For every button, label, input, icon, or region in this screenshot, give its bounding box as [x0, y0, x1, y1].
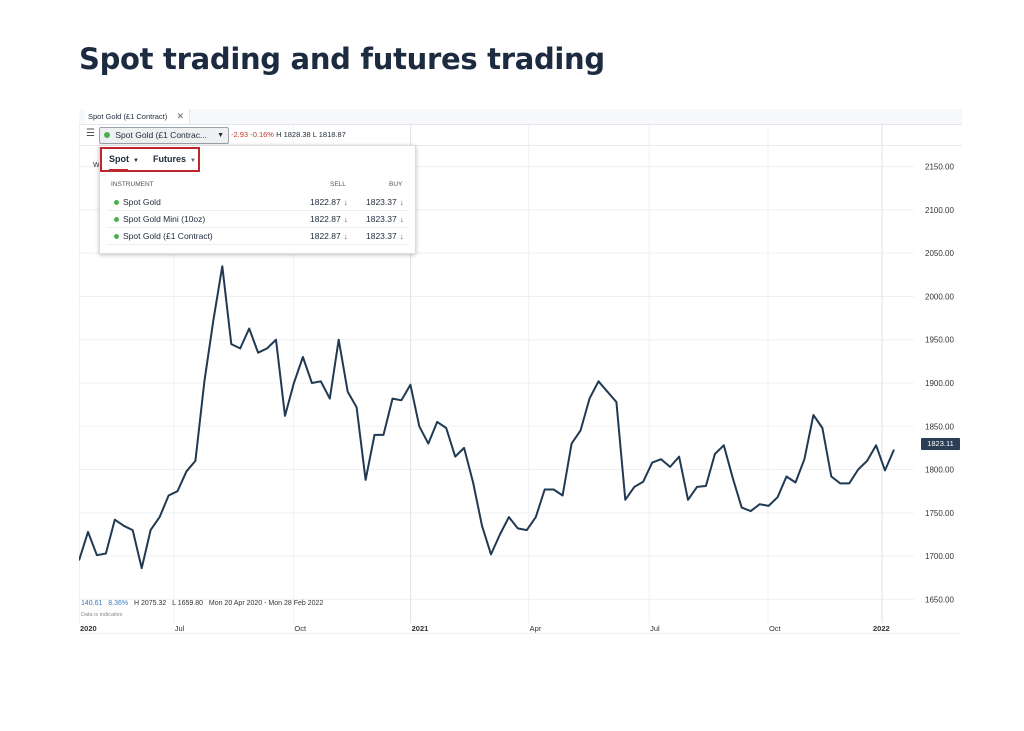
day-high: H 1828.38 — [276, 130, 311, 139]
buy-price: 1823.37 ↓ — [366, 231, 404, 241]
down-arrow-icon: ↓ — [399, 198, 404, 207]
x-tick-label: 2021 — [412, 624, 429, 633]
chart-toolbar: ☰ Spot Gold (£1 Contrac... ▼ -2.93 -0.16… — [79, 125, 962, 146]
instrument-name: Spot Gold (£1 Contract) — [123, 231, 213, 241]
trading-chart-app: 2150.00 2100.00 2050.00 2000.00 1950.00 1900.… — [79, 109, 962, 634]
range-high: H 2075.32 — [133, 600, 167, 607]
y-tick-label: 1900.00 — [925, 379, 954, 388]
instrument-selector-label: Spot Gold (£1 Contrac... — [115, 130, 208, 140]
chart-tab[interactable]: Spot Gold (£1 Contract) ✕ — [85, 109, 191, 124]
y-tick-label: 2100.00 — [925, 206, 954, 215]
instrument-dropdown: Spot ▼ Futures ▼ INSTRUMENT SELL BUY Spot … — [99, 145, 416, 254]
x-tick-label: Oct — [294, 624, 307, 633]
market-open-dot-icon — [114, 200, 119, 205]
sell-price: 1822.87 ↓ — [310, 231, 348, 241]
range-low: L 1659.80 — [172, 600, 204, 607]
market-open-dot-icon — [114, 217, 119, 222]
instrument-row-spot-gold[interactable]: Spot Gold 1822.87 ↓ 1823.37 ↓ — [108, 194, 408, 211]
y-tick-label: 1950.00 — [925, 336, 954, 345]
chart-tab-bar: Spot Gold (£1 Contract) ✕ — [79, 109, 962, 125]
instrument-row-spot-gold-mini[interactable]: Spot Gold Mini (10oz) 1822.87 ↓ 1823.37 ↓ — [108, 211, 408, 228]
sell-header: SELL — [330, 181, 346, 188]
last-price-badge: 1823.11 — [921, 438, 960, 450]
y-tick-label: 2050.00 — [925, 249, 954, 258]
buy-header: BUY — [389, 181, 403, 188]
range-change: 140.61 — [81, 600, 103, 607]
caret-down-icon: ▼ — [217, 132, 224, 139]
quote-summary: -2.93 -0.16% H 1828.38 L 1818.87 — [231, 130, 346, 139]
x-tick-label: 2020 — [80, 624, 97, 633]
y-tick-label: 2150.00 — [925, 163, 954, 172]
price-change-pct: -0.16% — [250, 130, 274, 139]
market-open-dot-icon — [114, 234, 119, 239]
instrument-selector[interactable]: Spot Gold (£1 Contrac... ▼ — [99, 127, 229, 144]
date-range: Mon 20 Apr 2020 - Mon 28 Feb 2022 — [208, 600, 324, 607]
market-open-dot-icon — [104, 132, 110, 138]
sell-price: 1822.87 ↓ — [310, 197, 348, 207]
instrument-row-spot-gold-contract[interactable]: Spot Gold (£1 Contract) 1822.87 ↓ 1823.37… — [108, 228, 408, 245]
y-tick-label: 2000.00 — [925, 292, 954, 301]
down-arrow-icon: ↓ — [343, 198, 348, 207]
x-tick-label: Apr — [530, 624, 542, 633]
tab-spot[interactable]: Spot ▼ — [109, 154, 139, 164]
y-tick-label: 1750.00 — [925, 509, 954, 518]
range-stats: 140.61 8.36% H 2075.32 L 1659.80 Mon 20 … — [81, 600, 323, 607]
y-tick-label: 1700.00 — [925, 552, 954, 561]
market-type-tabs: Spot ▼ Futures ▼ — [100, 147, 200, 172]
instrument-header: INSTRUMENT — [111, 181, 154, 188]
x-tick-label: Jul — [175, 624, 185, 633]
price-change: -2.93 — [231, 130, 249, 139]
x-tick-label: Oct — [769, 624, 782, 633]
x-tick-label: 2022 — [873, 624, 890, 633]
instrument-name: Spot Gold Mini (10oz) — [123, 214, 206, 224]
down-arrow-icon: ↓ — [399, 232, 404, 241]
down-arrow-icon: ↓ — [399, 215, 404, 224]
x-tick-label: Jul — [650, 624, 660, 633]
y-tick-label: 1850.00 — [925, 422, 954, 431]
sell-price: 1822.87 ↓ — [310, 214, 348, 224]
down-arrow-icon: ↓ — [343, 215, 348, 224]
close-icon[interactable]: ✕ — [176, 111, 185, 121]
hidden-label-prefix: W — [93, 162, 100, 169]
active-tab-indicator — [109, 169, 128, 171]
y-tick-label: 1650.00 — [925, 595, 954, 604]
tab-futures[interactable]: Futures ▼ — [153, 154, 196, 164]
chart-tab-label: Spot Gold (£1 Contract) — [88, 112, 168, 121]
down-arrow-icon: ↓ — [343, 232, 348, 241]
range-change-pct: 8.36% — [108, 600, 129, 607]
page-title: Spot trading and futures trading — [79, 42, 605, 76]
x-axis: 2020 Jul Oct 2021 Apr Jul Oct 2022 — [80, 624, 890, 633]
data-indicative-note: Data is indicative — [81, 612, 123, 618]
y-axis: 2150.00 2100.00 2050.00 2000.00 1950.00 1900.… — [925, 163, 954, 605]
price-line — [79, 265, 895, 570]
hamburger-menu-icon[interactable]: ☰ — [86, 128, 95, 139]
buy-price: 1823.37 ↓ — [366, 197, 404, 207]
instrument-name: Spot Gold — [123, 197, 161, 207]
y-tick-label: 1800.00 — [925, 466, 954, 475]
buy-price: 1823.37 ↓ — [366, 214, 404, 224]
day-low: L 1818.87 — [312, 130, 346, 139]
